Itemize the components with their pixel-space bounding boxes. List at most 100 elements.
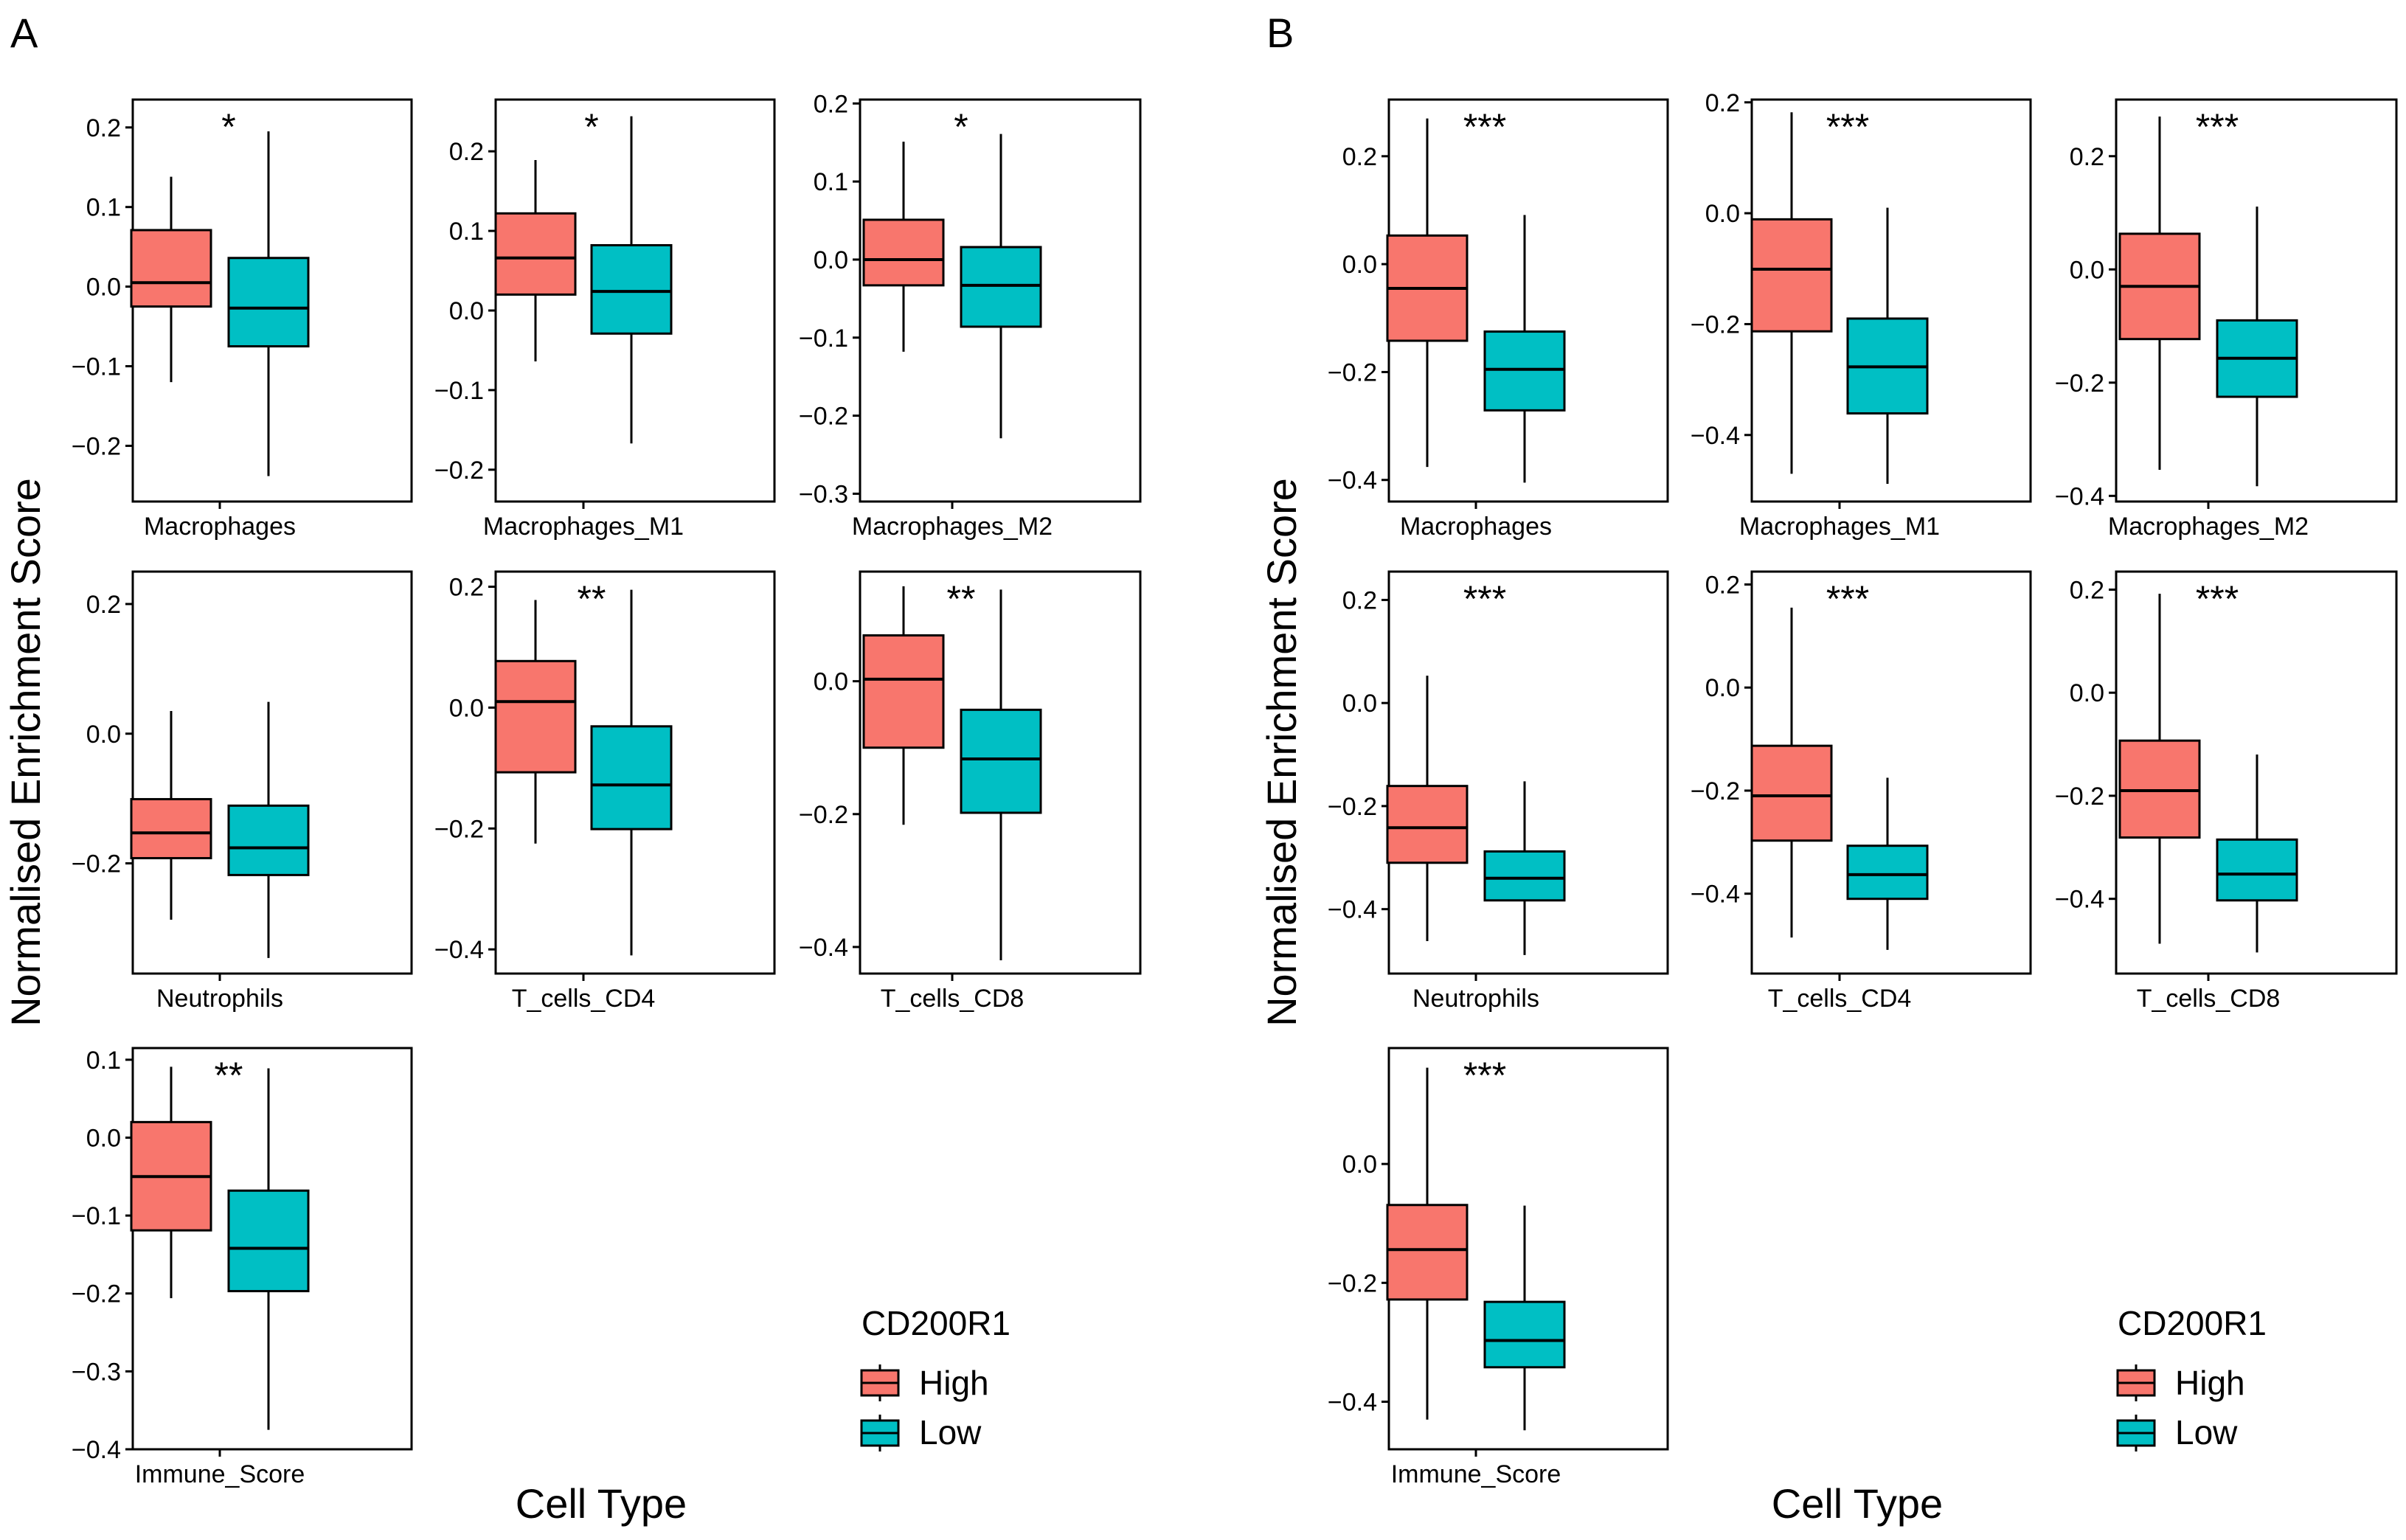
significance-label: ** xyxy=(215,1055,243,1096)
legend-label-high: High xyxy=(919,1364,989,1402)
box-low xyxy=(960,133,1042,439)
box-iqr xyxy=(1846,844,1929,901)
x-tick-label: Macrophages_M2 xyxy=(2108,513,2309,541)
box-low xyxy=(960,589,1042,960)
x-tick-label: Macrophages xyxy=(144,513,296,541)
box-iqr xyxy=(960,708,1042,814)
box-low xyxy=(227,701,310,958)
facet-macrophages: −0.4 −0.2 0.0 0.2 *** Macrophages xyxy=(1328,98,1669,541)
facet-macrophages-m2: −0.3 −0.2 −0.1 0.0 0.1 0.2 * Macrophages_M2 xyxy=(799,90,1142,541)
y-tick-label: 0.2 xyxy=(449,138,484,166)
facet-t-cells-cd4: −0.4 −0.2 0.0 0.2 *** T_cells_CD4 xyxy=(1691,570,2032,1013)
y-axis-title: Normalised Enrichment Score xyxy=(1258,478,1305,1027)
box-iqr xyxy=(862,218,945,287)
y-tick-label: −0.4 xyxy=(72,1436,121,1464)
significance-label: *** xyxy=(1826,578,1869,620)
box-low xyxy=(227,131,310,476)
box-high xyxy=(130,176,212,383)
y-tick-label: −0.2 xyxy=(72,1280,121,1308)
y-tick-label: 0.0 xyxy=(86,721,121,749)
box-low xyxy=(590,589,673,956)
y-tick-label: 0.0 xyxy=(449,297,484,325)
legend-item-high: High xyxy=(2116,1364,2245,1402)
y-tick-label: −0.4 xyxy=(1691,422,1740,450)
y-tick-label: −0.2 xyxy=(1328,1269,1377,1297)
significance-label: * xyxy=(584,106,598,148)
y-tick-label: 0.1 xyxy=(814,168,848,196)
y-tick-label: 0.0 xyxy=(1342,1151,1377,1179)
box-high xyxy=(494,600,577,844)
y-tick-label: 0.2 xyxy=(1342,143,1377,171)
y-tick-label: 0.2 xyxy=(86,591,121,619)
box-iqr xyxy=(1386,1204,1469,1301)
facet-t-cells-cd4: −0.4 −0.2 0.0 0.2 ** T_cells_CD4 xyxy=(434,570,776,1013)
legend-title: CD200R1 xyxy=(861,1304,1010,1342)
box-low xyxy=(1846,207,1929,484)
x-tick-label: T_cells_CD4 xyxy=(1768,985,1912,1013)
box-high xyxy=(494,160,577,362)
y-tick-label: 0.0 xyxy=(1342,690,1377,718)
x-tick-label: Macrophages_M1 xyxy=(1739,513,1940,541)
y-tick-label: −0.2 xyxy=(434,457,484,485)
box-iqr xyxy=(130,229,212,308)
y-tick-label: 0.2 xyxy=(449,573,484,601)
y-tick-label: 0.0 xyxy=(86,1124,121,1152)
legend-label-high: High xyxy=(2175,1364,2245,1402)
y-tick-label: 0.2 xyxy=(2070,143,2104,171)
y-tick-label: 0.0 xyxy=(2070,256,2104,284)
facet-macrophages-m1: −0.4 −0.2 0.0 0.2 *** Macrophages_M1 xyxy=(1691,89,2032,541)
y-tick-label: −0.3 xyxy=(799,480,848,508)
box-low xyxy=(227,1068,310,1430)
y-tick-label: 0.0 xyxy=(86,274,121,302)
box-iqr xyxy=(1483,850,1566,902)
y-tick-label: 0.0 xyxy=(1705,200,1740,228)
y-tick-label: −0.2 xyxy=(2055,370,2104,398)
box-iqr xyxy=(590,243,673,335)
box-iqr xyxy=(494,212,577,296)
box-iqr xyxy=(2118,739,2201,839)
legend-title: CD200R1 xyxy=(2118,1304,2267,1342)
box-iqr xyxy=(1386,785,1469,864)
y-tick-label: 0.1 xyxy=(86,194,121,222)
box-high xyxy=(1750,112,1833,474)
legend-item-low: Low xyxy=(2116,1413,2238,1451)
box-high xyxy=(862,586,945,825)
box-low xyxy=(1846,777,1929,950)
y-tick-label: −0.4 xyxy=(2055,886,2104,914)
box-low xyxy=(1483,781,1566,955)
box-low xyxy=(1483,1205,1566,1431)
facet-macrophages: −0.2 −0.1 0.0 0.1 0.2 * Macrophages xyxy=(72,98,413,541)
significance-label: *** xyxy=(2196,106,2239,148)
x-tick-label: T_cells_CD4 xyxy=(512,985,656,1013)
box-iqr xyxy=(227,257,310,348)
y-tick-label: 0.1 xyxy=(449,218,484,246)
box-high xyxy=(130,1066,212,1299)
box-iqr xyxy=(1750,218,1833,333)
y-tick-label: −0.4 xyxy=(1328,467,1377,495)
y-tick-label: −0.4 xyxy=(1691,881,1740,909)
y-tick-label: −0.2 xyxy=(1691,311,1740,339)
y-tick-label: 0.0 xyxy=(814,668,848,696)
box-low xyxy=(590,116,673,444)
y-tick-label: −0.4 xyxy=(2055,482,2104,510)
y-tick-label: 0.0 xyxy=(2070,679,2104,707)
y-tick-label: −0.4 xyxy=(799,934,848,962)
y-tick-label: 0.2 xyxy=(2070,576,2104,604)
box-iqr xyxy=(960,246,1042,328)
y-tick-label: 0.0 xyxy=(814,246,848,274)
y-tick-label: −0.1 xyxy=(72,353,121,381)
significance-label: *** xyxy=(1463,1055,1506,1096)
x-axis-title: Cell Type xyxy=(516,1480,687,1527)
legend-label-low: Low xyxy=(919,1413,982,1451)
legend-item-low: Low xyxy=(860,1413,982,1451)
y-tick-label: −0.1 xyxy=(72,1202,121,1230)
panel-b: B Normalised Enrichment Score Cell Type … xyxy=(1258,10,2398,1527)
y-tick-label: −0.2 xyxy=(72,850,121,878)
x-tick-label: Neutrophils xyxy=(1412,985,1539,1013)
x-tick-label: T_cells_CD8 xyxy=(881,985,1025,1013)
box-high xyxy=(1750,607,1833,938)
facet-immune-score: −0.4 −0.3 −0.2 −0.1 0.0 0.1 ** Immune_Score xyxy=(72,1047,413,1488)
box-iqr xyxy=(1483,1300,1566,1369)
legend-item-high: High xyxy=(860,1364,989,1402)
